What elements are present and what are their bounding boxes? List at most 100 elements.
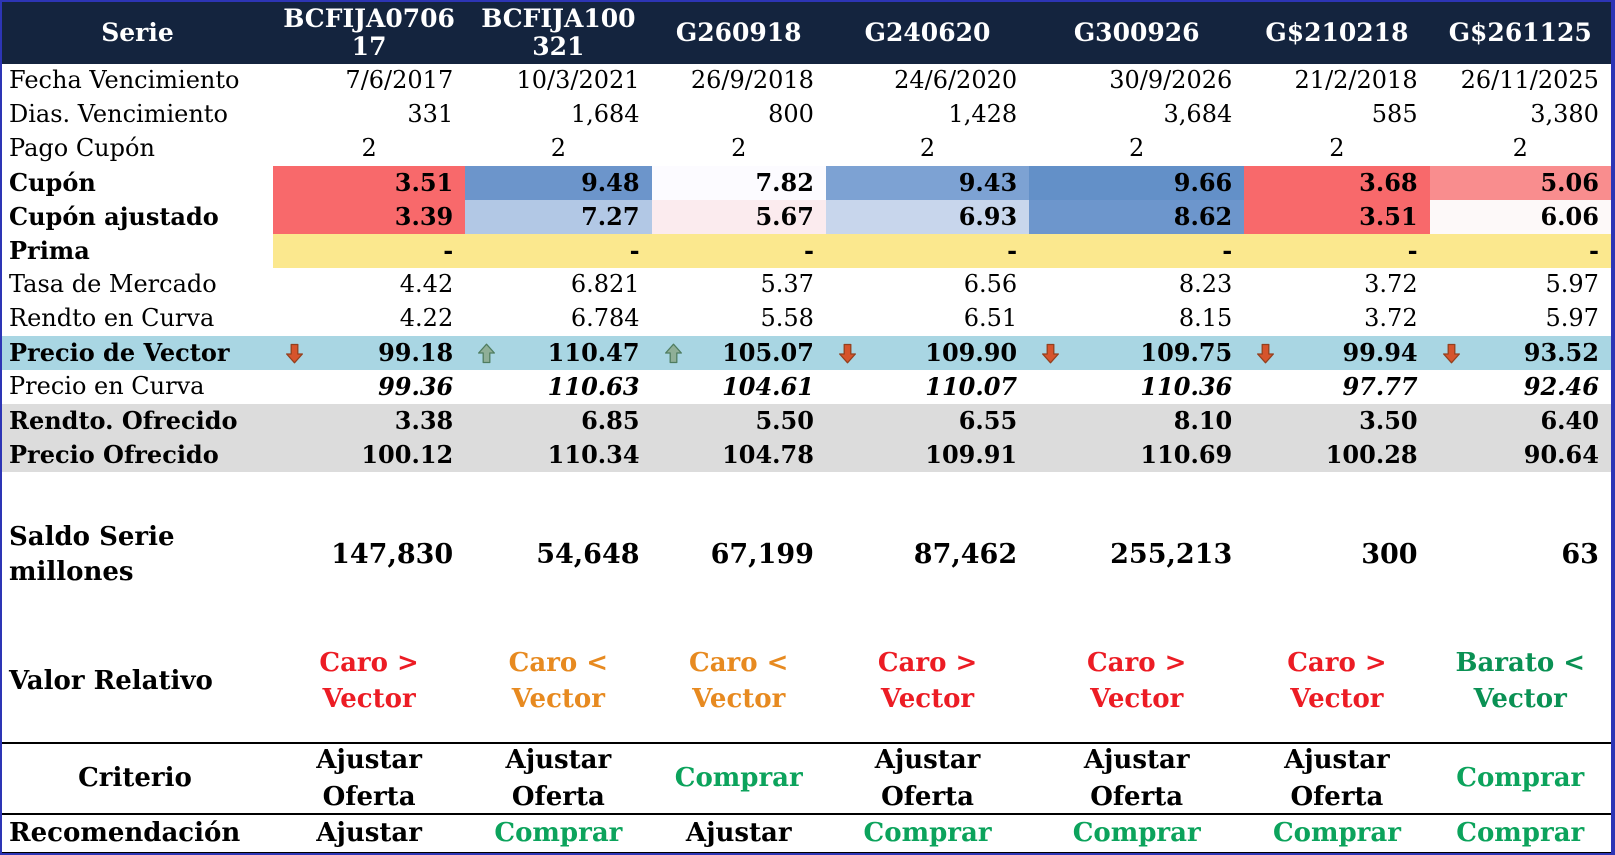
label-saldo-serie: Saldo Serie millones: [2, 490, 273, 620]
cell-text: 7.27: [581, 202, 640, 232]
cell-cupon-ajustado-G240620: 6.93: [825, 200, 1030, 234]
cell-dias-vencimiento-G$261125: 3,380: [1430, 98, 1611, 132]
label-criterio: Criterio: [2, 744, 273, 813]
label-precio-ofrecido: Precio Ofrecido: [2, 438, 273, 472]
cell-text: 255,213: [1110, 539, 1233, 571]
cell-text: 110.47: [547, 338, 640, 368]
cell-text: 110.34: [547, 440, 640, 470]
cell-pago-cupon-G$210218: 2: [1244, 132, 1429, 166]
row-recomendacion: Recomendación Ajustar Comprar Ajustar Compra…: [2, 813, 1611, 853]
cell-text: Comprar: [494, 817, 623, 848]
arrow-down-icon: [285, 343, 303, 363]
cell-criterio-BCFIJA100321: Ajustar Oferta: [465, 744, 651, 813]
cell-saldo-serie-BCFIJA100321: 54,648: [465, 490, 651, 620]
cell-valor-relativo-BCFIJA100321: Caro < Vector: [465, 620, 651, 742]
cell-cupon-G260918: 7.82: [651, 166, 826, 200]
cell-rendto-en-curva-G$210218: 3.72: [1244, 302, 1429, 336]
cell-text: 104.61: [722, 372, 814, 402]
cell-valor-relativo-G260918: Caro < Vector: [652, 620, 826, 742]
cell-text: Ajustar Oferta: [316, 745, 422, 812]
cell-text: 10/3/2021: [516, 66, 640, 95]
cell-text: 800: [768, 100, 814, 129]
cell-recomendacion-G240620: Comprar: [826, 815, 1029, 852]
cell-text: 5.67: [755, 202, 814, 232]
label-text: Tasa de Mercado: [9, 270, 217, 299]
cell-text: 585: [1371, 100, 1418, 129]
cell-text: 6.56: [963, 270, 1018, 299]
cell-text: Comprar: [1456, 763, 1585, 794]
cell-text: -: [803, 236, 814, 266]
cell-fecha-vencimiento-G240620: 24/6/2020: [826, 64, 1029, 98]
cell-text: 6.51: [963, 304, 1018, 333]
cell-precio-ofrecido-G240620: 109.91: [826, 438, 1029, 472]
cell-saldo-serie-BCFIJA070617: 147,830: [273, 490, 465, 620]
cell-fecha-vencimiento-G260918: 26/9/2018: [652, 64, 826, 98]
label-text: Precio Ofrecido: [9, 440, 219, 470]
cell-precio-en-curva-BCFIJA100321: 110.63: [465, 370, 651, 404]
cell-criterio-G300926: Ajustar Oferta: [1029, 744, 1244, 813]
row-rendto-en-curva: Rendto en Curva 4.22 6.784 5.58 6.51 8.15 3.72…: [2, 302, 1611, 336]
cell-text: 3.51: [1359, 202, 1418, 232]
cell-recomendacion-BCFIJA100321: Comprar: [465, 815, 651, 852]
cell-text: 3.72: [1364, 270, 1418, 299]
row-pago-cupon: Pago Cupón 2 2 2 2 2 2 2: [2, 132, 1611, 166]
cell-rendto-en-curva-BCFIJA070617: 4.22: [273, 302, 465, 336]
cell-pago-cupon-G260918: 2: [652, 132, 826, 166]
cell-text: 8.23: [1178, 270, 1233, 299]
cell-prima-G300926: -: [1029, 234, 1245, 268]
arrow-up-icon: [664, 343, 682, 363]
label-tasa-de-mercado: Tasa de Mercado: [2, 268, 273, 302]
cell-text: -: [1222, 236, 1233, 266]
label-text: Precio en Curva: [9, 372, 205, 401]
arrow-down-icon: [1442, 343, 1460, 363]
row-saldo-serie: Saldo Serie millones 147,830 54,648 67,199 8…: [2, 490, 1611, 620]
cell-text: Caro > Vector: [1086, 647, 1187, 714]
cell-text: 2: [1329, 134, 1345, 163]
cell-text: Caro > Vector: [1287, 647, 1387, 714]
row-precio-en-curva: Precio en Curva 99.36 110.63 104.61 110.07 11…: [2, 370, 1611, 404]
cell-cupon-ajustado-G$210218: 3.51: [1244, 200, 1430, 234]
cell-tasa-de-mercado-G240620: 6.56: [826, 268, 1029, 302]
cell-text: 7.82: [755, 168, 814, 198]
cell-text: Caro < Vector: [689, 647, 789, 714]
label-text: Recomendación: [9, 817, 241, 848]
row-cupon: Cupón 3.51 9.48 7.82 9.43 9.66 3.68 5.06: [2, 166, 1611, 200]
table-body: Fecha Vencimiento 7/6/2017 10/3/2021 26/9/2…: [2, 64, 1611, 853]
cell-criterio-G260918: Comprar: [652, 744, 826, 813]
cell-tasa-de-mercado-G$210218: 3.72: [1244, 268, 1429, 302]
cell-cupon-G240620: 9.43: [825, 166, 1030, 200]
cell-text: Comprar: [863, 817, 992, 848]
cell-text: Ajustar: [316, 817, 422, 848]
label-valor-relativo: Valor Relativo: [2, 620, 273, 742]
cell-text: -: [629, 236, 640, 266]
cell-fecha-vencimiento-BCFIJA070617: 7/6/2017: [273, 64, 465, 98]
cell-text: 2: [361, 134, 377, 163]
cell-valor-relativo-BCFIJA070617: Caro > Vector: [273, 620, 465, 742]
header-col-gs210218: G$210218: [1265, 18, 1409, 47]
cell-rendto-ofrecido-G260918: 5.50: [652, 404, 826, 438]
header-col-bcfija100321: BCFIJA100 321: [481, 4, 636, 61]
cell-text: 2: [919, 134, 936, 163]
cell-text: 9.43: [958, 168, 1018, 198]
cell-text: Ajustar Oferta: [505, 745, 612, 812]
header-col-g300926: G300926: [1073, 18, 1200, 47]
cell-text: 3.72: [1364, 304, 1418, 333]
cell-text: Comprar: [674, 763, 803, 794]
label-cupon: Cupón: [2, 166, 273, 200]
cell-prima-G260918: -: [651, 234, 826, 268]
cell-precio-de-vector-G300926: 109.75: [1029, 336, 1244, 370]
cell-text: 87,462: [913, 539, 1018, 571]
cell-text: 1,684: [570, 100, 640, 129]
cell-tasa-de-mercado-G300926: 8.23: [1029, 268, 1244, 302]
label-pago-cupon: Pago Cupón: [2, 132, 273, 166]
cell-rendto-en-curva-G240620: 6.51: [826, 302, 1029, 336]
label-text: Cupón ajustado: [9, 202, 219, 232]
table-header-row: Serie BCFIJA0706 17 BCFIJA100 321 G26091…: [2, 2, 1611, 64]
cell-text: 5.97: [1545, 270, 1599, 299]
cell-precio-ofrecido-G300926: 110.69: [1029, 438, 1244, 472]
cell-text: 6.06: [1540, 202, 1599, 232]
cell-text: 3,684: [1163, 100, 1233, 129]
cell-text: 3.68: [1359, 168, 1418, 198]
cell-text: 110.36: [1140, 372, 1233, 402]
